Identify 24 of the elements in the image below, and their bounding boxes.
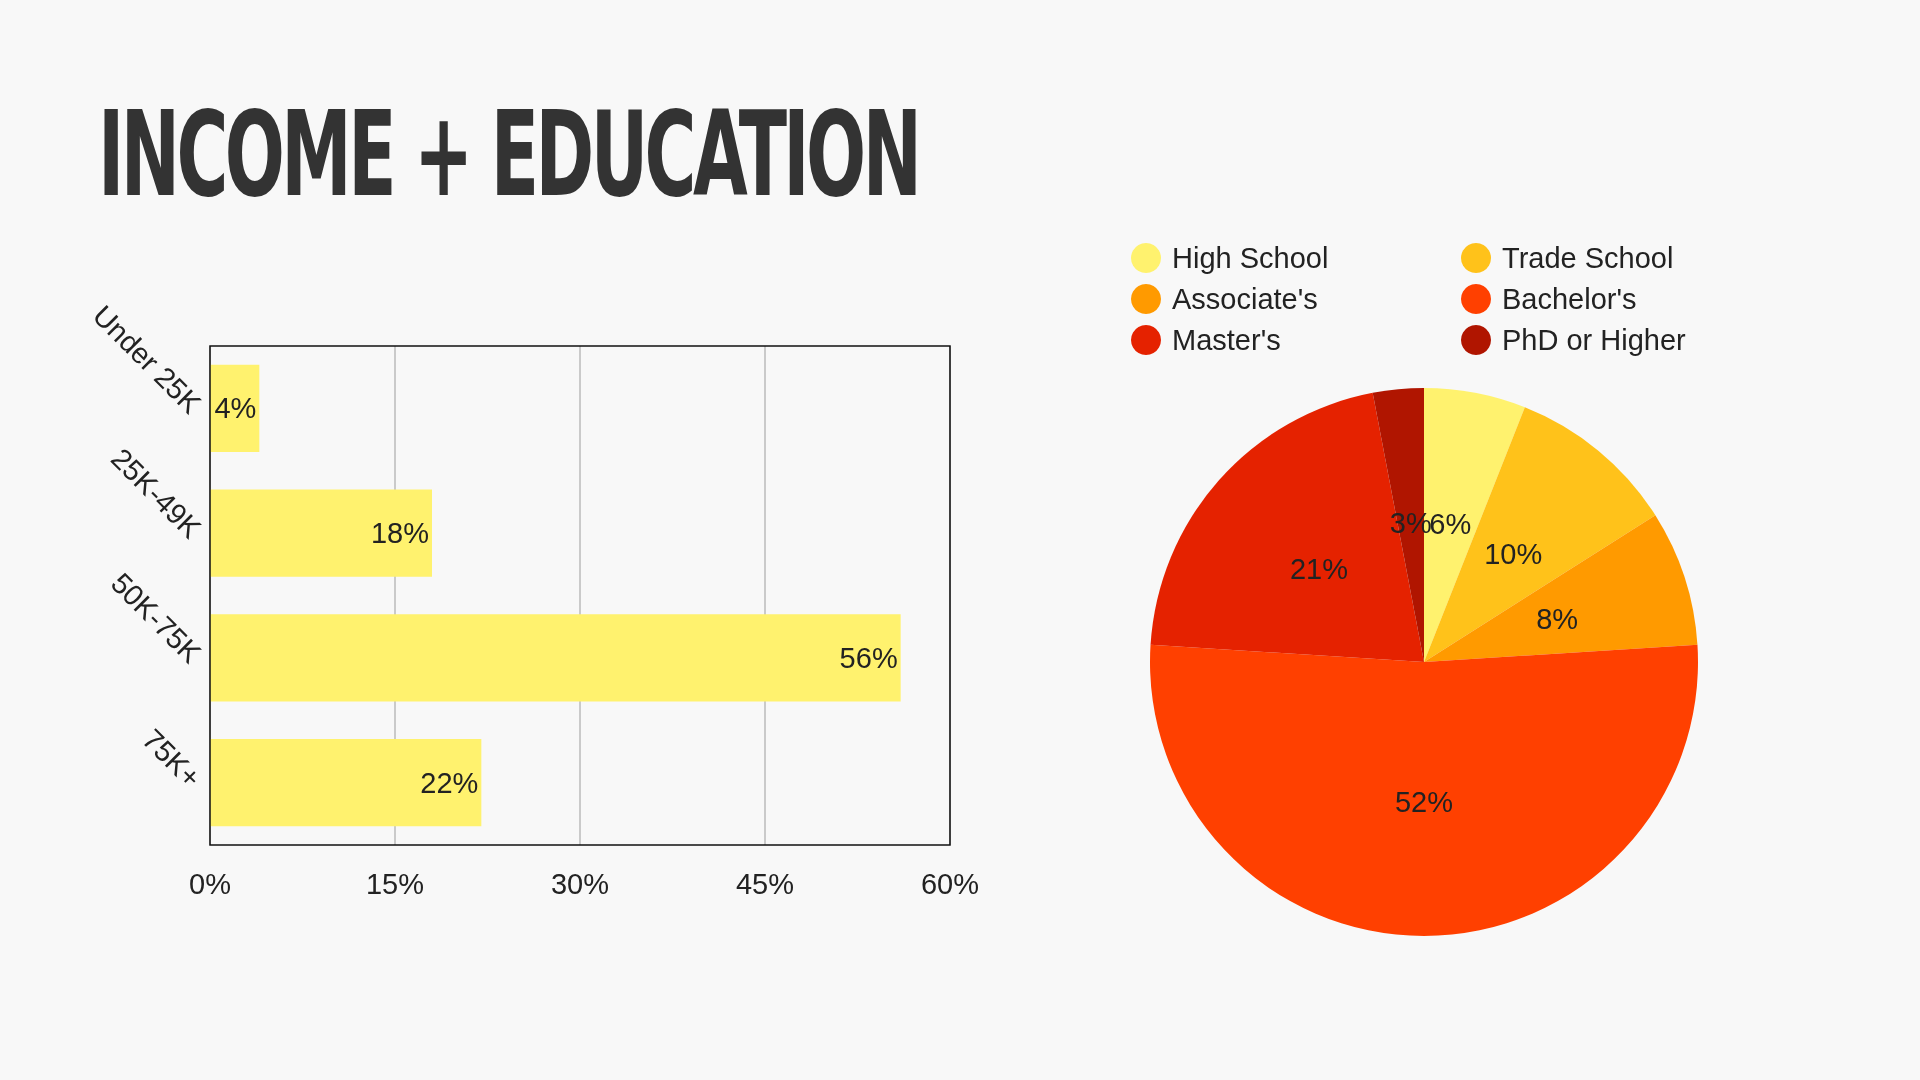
data-label: 8% xyxy=(1536,602,1579,635)
legend-label: Associate's xyxy=(1172,283,1318,315)
bar xyxy=(210,738,482,827)
legend-label: Bachelor's xyxy=(1502,283,1637,315)
bar xyxy=(210,614,901,702)
data-label: 18% xyxy=(370,517,429,550)
legend-label: PhD or Higher xyxy=(1502,324,1687,356)
data-label: 10% xyxy=(1484,538,1543,571)
x-tick-label: 60% xyxy=(920,867,980,900)
data-label: 52% xyxy=(1394,786,1454,818)
legend-label: Master's xyxy=(1172,324,1281,356)
x-tick-label: 30% xyxy=(550,867,610,900)
legend-label: High School xyxy=(1172,242,1329,274)
x-tick-label: 15% xyxy=(365,867,425,900)
x-tick-label: 0% xyxy=(189,867,231,900)
data-label: 22% xyxy=(420,766,479,799)
data-label: 4% xyxy=(214,392,257,425)
legend-label: Trade School xyxy=(1502,242,1674,274)
x-tick-label: 45% xyxy=(735,867,795,900)
chart-title: INCOME + EDUCATION xyxy=(98,85,919,223)
data-label: 6% xyxy=(1429,508,1472,541)
bar xyxy=(210,489,432,577)
data-label: 56% xyxy=(839,641,898,674)
data-label: 21% xyxy=(1289,553,1349,586)
